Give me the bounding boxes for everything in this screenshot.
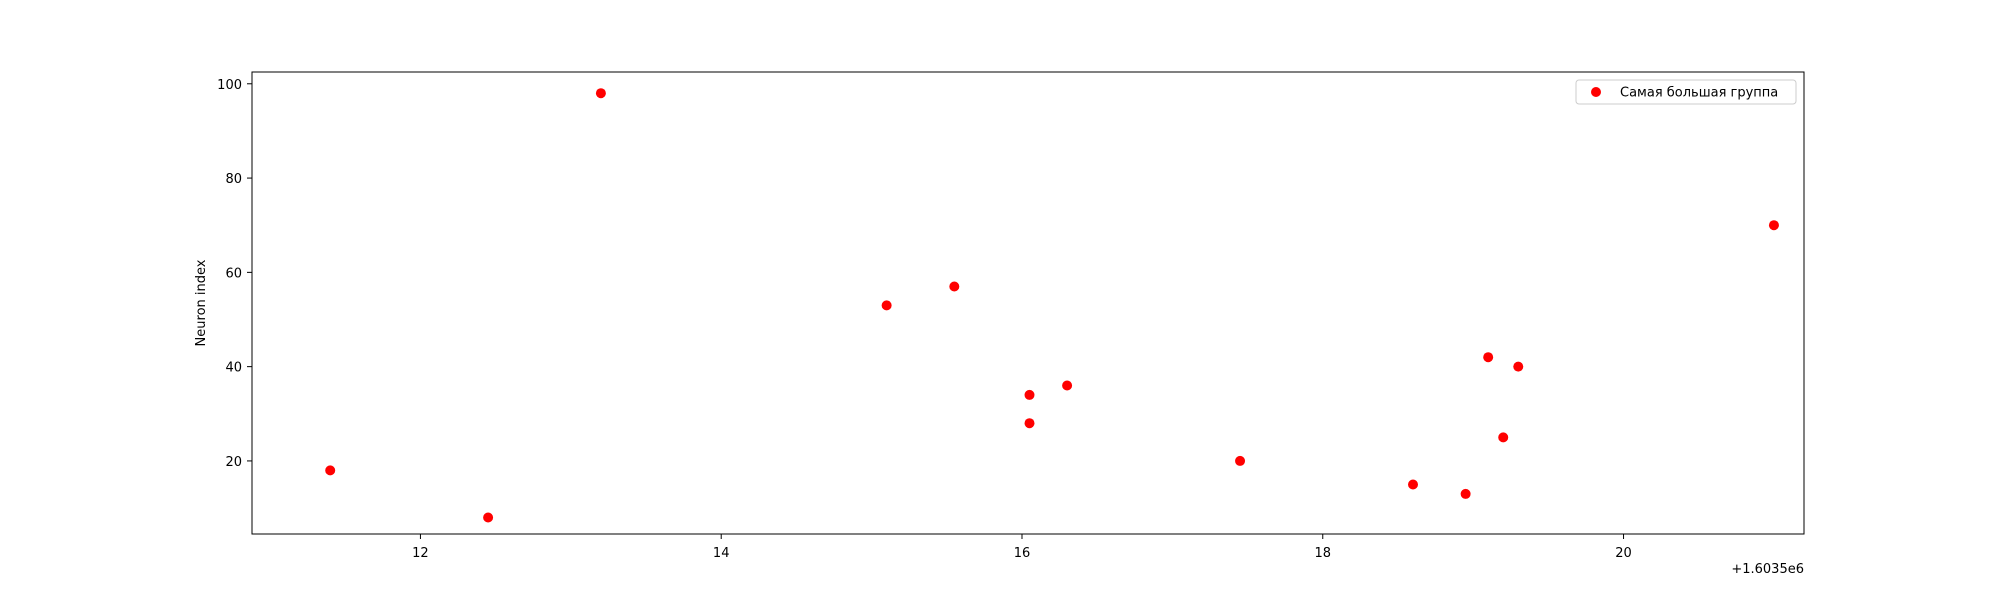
plot-area	[251, 71, 1805, 535]
y-axis: 20 40 60 80 100	[217, 78, 252, 470]
x-tick-label: 16	[1014, 546, 1031, 561]
y-tick-label: 20	[225, 455, 242, 470]
y-tick-label: 100	[217, 78, 242, 93]
data-point	[1498, 432, 1509, 443]
y-tick-label: 80	[225, 172, 242, 187]
data-point	[1062, 380, 1073, 391]
x-tick-label: 12	[412, 546, 429, 561]
y-tick-label: 60	[225, 266, 242, 281]
x-tick-label: 18	[1314, 546, 1331, 561]
data-point	[1235, 455, 1246, 466]
x-axis-offset-label: +1.6035e6	[1731, 562, 1804, 577]
data-point	[1407, 479, 1418, 490]
data-point	[1483, 352, 1494, 363]
data-point	[1024, 389, 1035, 400]
data-point	[595, 88, 606, 99]
legend: Самая большая группа	[1575, 79, 1797, 105]
x-tick-label: 14	[713, 546, 730, 561]
data-point	[325, 465, 336, 476]
x-tick-label: 20	[1615, 546, 1632, 561]
data-point	[1768, 220, 1779, 231]
data-point	[483, 512, 494, 523]
data-point	[949, 281, 960, 292]
legend-label: Самая большая группа	[1620, 86, 1778, 101]
data-points	[325, 88, 1779, 523]
data-point	[881, 300, 892, 311]
x-axis: 12 14 16 18 20	[412, 534, 1632, 561]
data-point	[1460, 488, 1471, 499]
y-tick-label: 40	[225, 361, 242, 376]
data-point	[1513, 361, 1524, 372]
y-axis-label: Neuron index	[194, 259, 209, 346]
data-point	[1024, 418, 1035, 429]
legend-marker	[1591, 87, 1601, 97]
legend-box	[1575, 79, 1797, 105]
